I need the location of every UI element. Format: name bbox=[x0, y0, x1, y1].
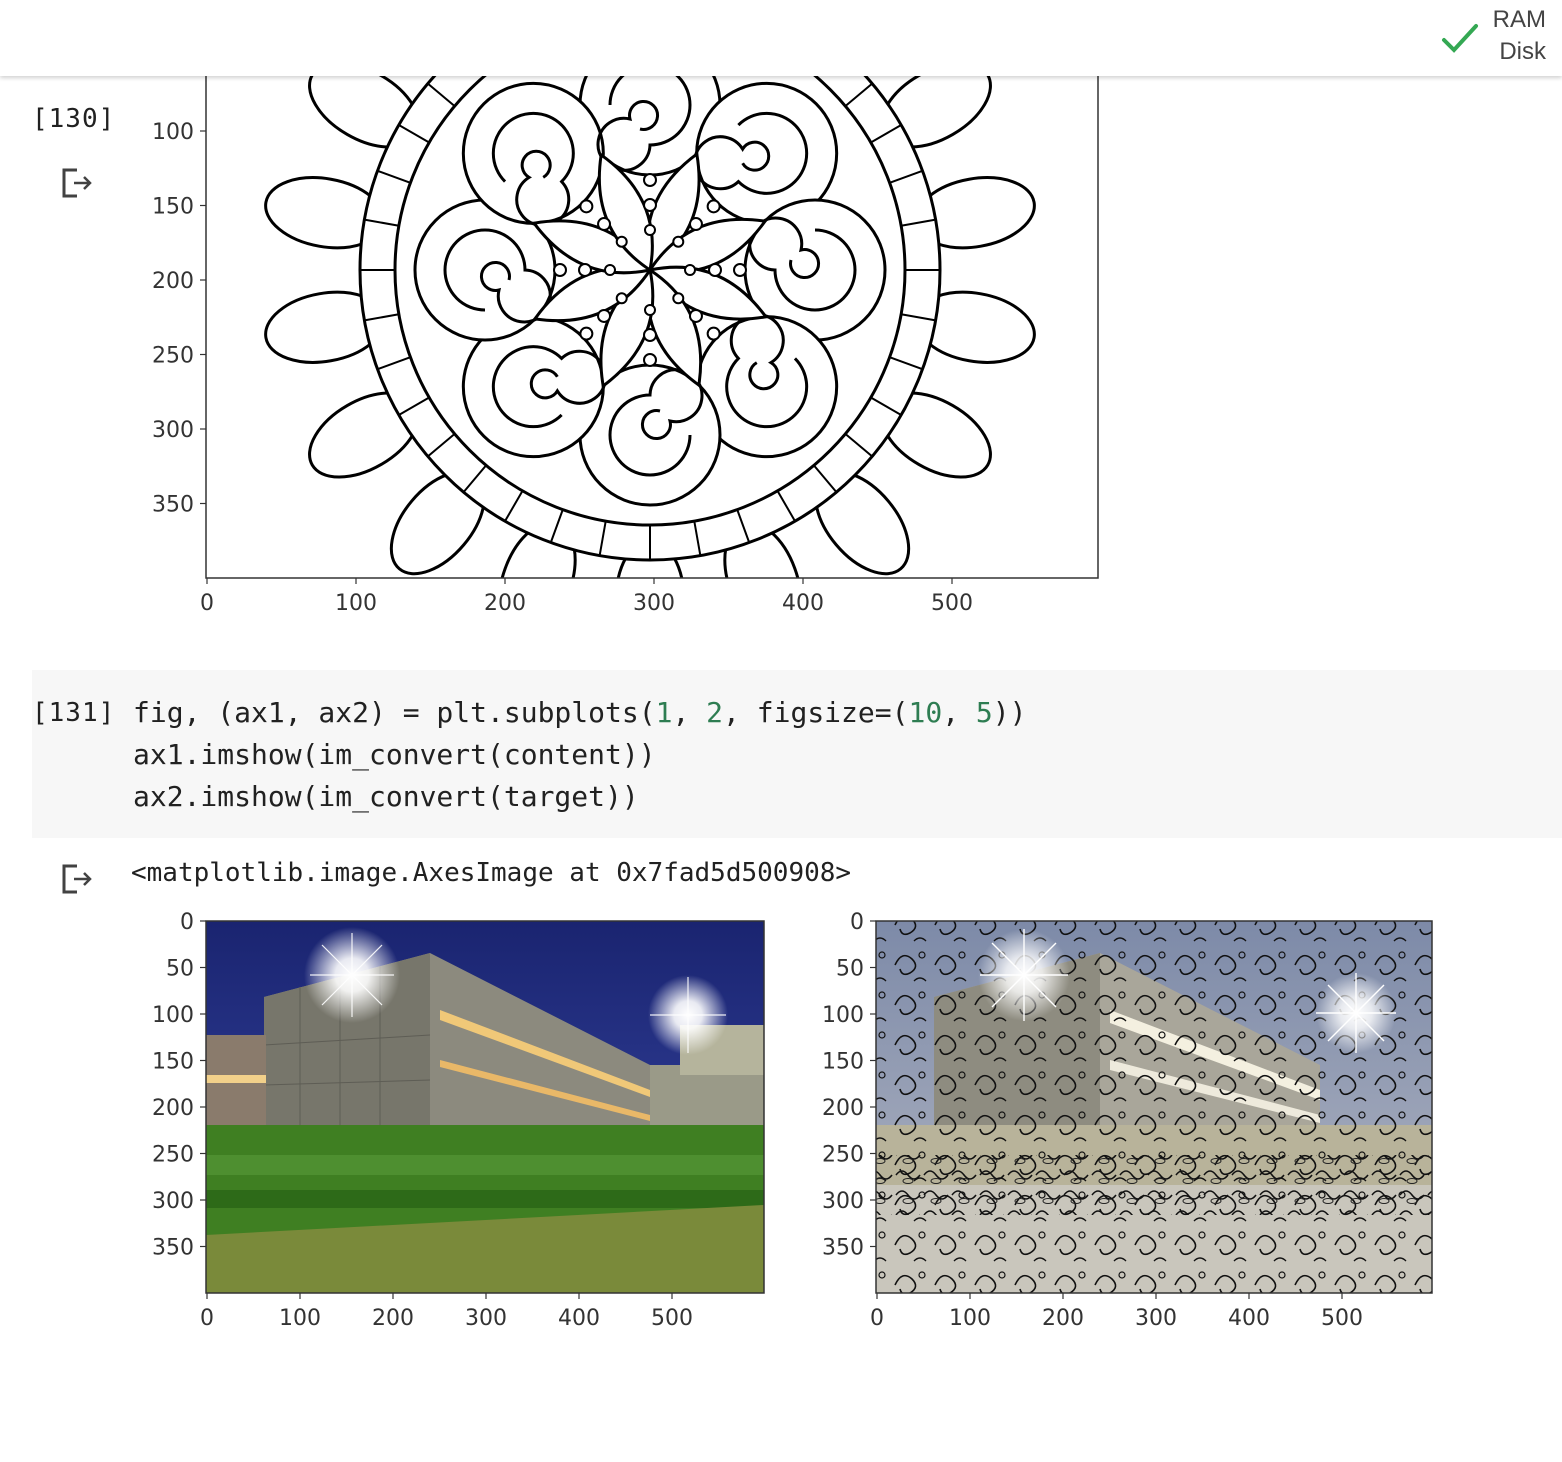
y-tick-label: 350 bbox=[822, 1236, 864, 1261]
output-text: <matplotlib.image.AxesImage at 0x7fad5d5… bbox=[131, 858, 852, 888]
y-tick-label: 150 bbox=[152, 195, 194, 220]
code-token: ax2.imshow(im_convert(target)) bbox=[133, 780, 639, 813]
y-tick-label: 0 bbox=[850, 910, 864, 935]
y-tick-label: 150 bbox=[822, 1050, 864, 1075]
x-tick-label: 400 bbox=[1228, 1306, 1270, 1331]
code-line-2[interactable]: ax1.imshow(im_convert(content)) bbox=[133, 738, 656, 771]
y-tick-label: 300 bbox=[822, 1189, 864, 1214]
content-photo bbox=[206, 921, 764, 1293]
x-tick-label: 400 bbox=[558, 1306, 600, 1331]
y-tick-label: 300 bbox=[152, 1189, 194, 1214]
x-tick-label: 200 bbox=[1042, 1306, 1084, 1331]
stylized-photo bbox=[876, 921, 1432, 1293]
top-bar: RAM Disk bbox=[0, 0, 1562, 76]
x-tick-label: 400 bbox=[782, 591, 824, 616]
target-image-plot: 0 100 200 300 400 500 0 50 100 150 200 250 300 350 bbox=[822, 910, 1433, 1331]
x-tick-label: 100 bbox=[949, 1306, 991, 1331]
code-token: 5 bbox=[975, 696, 993, 729]
y-tick-label: 0 bbox=[180, 910, 194, 935]
y-tick-label: 200 bbox=[152, 1096, 194, 1121]
check-icon bbox=[1442, 24, 1478, 53]
y-tick-label: 200 bbox=[822, 1096, 864, 1121]
code-token: )) bbox=[992, 696, 1027, 729]
code-token: , figsize=( bbox=[723, 696, 909, 729]
code-token: fig, (ax1, ax2) = plt.subplots( bbox=[133, 696, 656, 729]
y-tick-label: 100 bbox=[152, 120, 194, 145]
code-token: 10 bbox=[908, 696, 943, 729]
x-tick-label: 200 bbox=[372, 1306, 414, 1331]
axes-ticks: 0 100 200 300 400 500 100 150 200 250 300 350 bbox=[152, 120, 973, 616]
y-tick-label: 250 bbox=[152, 344, 194, 369]
x-tick-label: 300 bbox=[1135, 1306, 1177, 1331]
y-tick-label: 100 bbox=[822, 1003, 864, 1028]
x-tick-label: 500 bbox=[931, 591, 973, 616]
output-arrow-icon[interactable] bbox=[60, 166, 96, 200]
code-token: 1 bbox=[655, 696, 673, 729]
y-tick-label: 350 bbox=[152, 493, 194, 518]
x-tick-label: 0 bbox=[870, 1306, 884, 1331]
y-tick-label: 100 bbox=[152, 1003, 194, 1028]
axes-ticks: 0 100 200 300 400 500 0 50 100 150 200 250 300 350 bbox=[152, 910, 693, 1331]
y-tick-label: 250 bbox=[822, 1143, 864, 1168]
execution-count: [131] bbox=[32, 698, 116, 728]
y-tick-label: 50 bbox=[166, 957, 194, 982]
execution-count: [130] bbox=[32, 104, 116, 134]
y-tick-label: 250 bbox=[152, 1143, 194, 1168]
axes-frame bbox=[205, 70, 1099, 579]
x-tick-label: 100 bbox=[335, 591, 377, 616]
x-tick-label: 300 bbox=[465, 1306, 507, 1331]
disk-label[interactable]: Disk bbox=[1499, 38, 1546, 65]
ram-label[interactable]: RAM bbox=[1492, 6, 1546, 33]
x-tick-label: 0 bbox=[200, 591, 214, 616]
x-tick-label: 0 bbox=[200, 1306, 214, 1331]
code-cell[interactable] bbox=[32, 670, 1562, 838]
axes-ticks: 0 100 200 300 400 500 0 50 100 150 200 250 300 350 bbox=[822, 910, 1363, 1331]
code-line-1[interactable]: fig, (ax1, ax2) = plt.subplots(1, 2, fig… bbox=[133, 696, 1026, 729]
x-tick-label: 300 bbox=[633, 591, 675, 616]
y-tick-label: 150 bbox=[152, 1050, 194, 1075]
content-image-plot: 0 100 200 300 400 500 0 50 100 150 200 250 300 350 bbox=[152, 910, 765, 1331]
code-token: , bbox=[672, 696, 707, 729]
y-tick-label: 350 bbox=[152, 1236, 194, 1261]
code-token: ax1.imshow(im_convert(content)) bbox=[133, 738, 656, 771]
output-arrow-icon[interactable] bbox=[60, 862, 96, 896]
x-tick-label: 100 bbox=[279, 1306, 321, 1331]
code-token: , bbox=[942, 696, 976, 729]
y-tick-label: 200 bbox=[152, 269, 194, 294]
x-tick-label: 500 bbox=[651, 1306, 693, 1331]
code-line-3[interactable]: ax2.imshow(im_convert(target)) bbox=[133, 780, 639, 813]
code-token: 2 bbox=[706, 696, 724, 729]
mandala-plot: 0 100 200 300 400 500 100 150 200 250 300 350 bbox=[152, 70, 1099, 616]
x-tick-label: 500 bbox=[1321, 1306, 1363, 1331]
y-tick-label: 300 bbox=[152, 418, 194, 443]
mandala-image bbox=[206, 70, 1098, 578]
x-tick-label: 200 bbox=[484, 591, 526, 616]
y-tick-label: 50 bbox=[836, 957, 864, 982]
